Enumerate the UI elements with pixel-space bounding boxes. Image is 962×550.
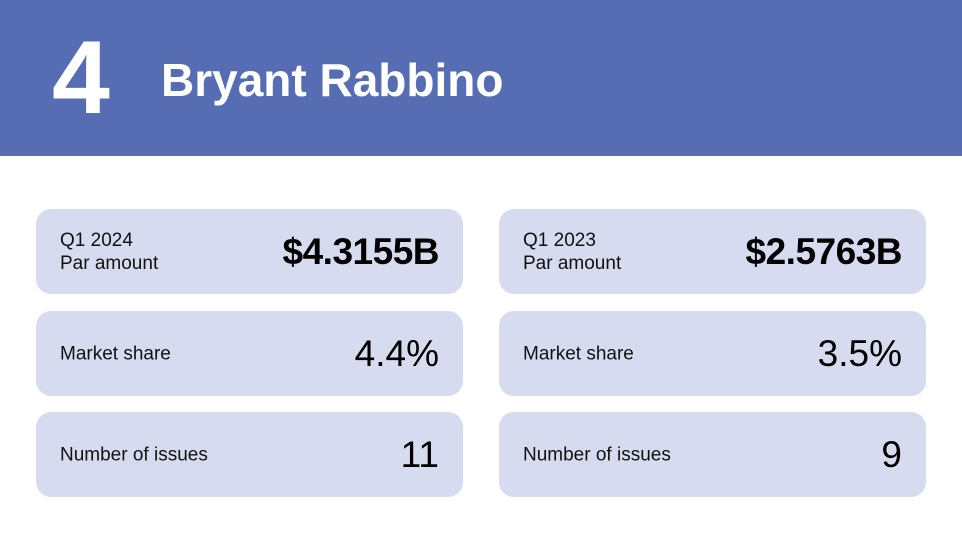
par-amount-label: Par amount <box>523 252 622 274</box>
rank-number: 4 <box>52 20 110 136</box>
card-issues-2024: Number of issues 11 <box>36 412 463 497</box>
period-label: Q1 2024 <box>60 229 133 251</box>
card-issues-2023: Number of issues 9 <box>499 412 926 497</box>
firm-name: Bryant Rabbino <box>161 54 504 106</box>
header-banner: 4 Bryant Rabbino <box>0 0 962 156</box>
card-par-amount-2024: Q1 2024 Par amount $4.3155B <box>36 209 463 294</box>
market-share-label: Market share <box>523 343 634 364</box>
card-market-share-2023: Market share 3.5% <box>499 311 926 396</box>
market-share-value: 3.5% <box>817 332 902 374</box>
issues-value: 11 <box>400 433 439 475</box>
par-amount-value: $2.5763B <box>745 230 903 272</box>
card-market-share-2024: Market share 4.4% <box>36 311 463 396</box>
market-share-value: 4.4% <box>354 332 439 374</box>
card-par-amount-2023: Q1 2023 Par amount $2.5763B <box>499 209 926 294</box>
period-label: Q1 2023 <box>523 229 596 251</box>
par-amount-label-2024: Q1 2024 Par amount <box>60 229 158 275</box>
issues-value: 9 <box>881 433 902 475</box>
par-amount-label: Par amount <box>60 252 159 274</box>
market-share-label: Market share <box>60 343 171 364</box>
issues-label: Number of issues <box>523 444 671 465</box>
issues-label: Number of issues <box>60 444 208 465</box>
par-amount-value: $4.3155B <box>282 230 440 272</box>
par-amount-label-2023: Q1 2023 Par amount <box>523 229 621 275</box>
